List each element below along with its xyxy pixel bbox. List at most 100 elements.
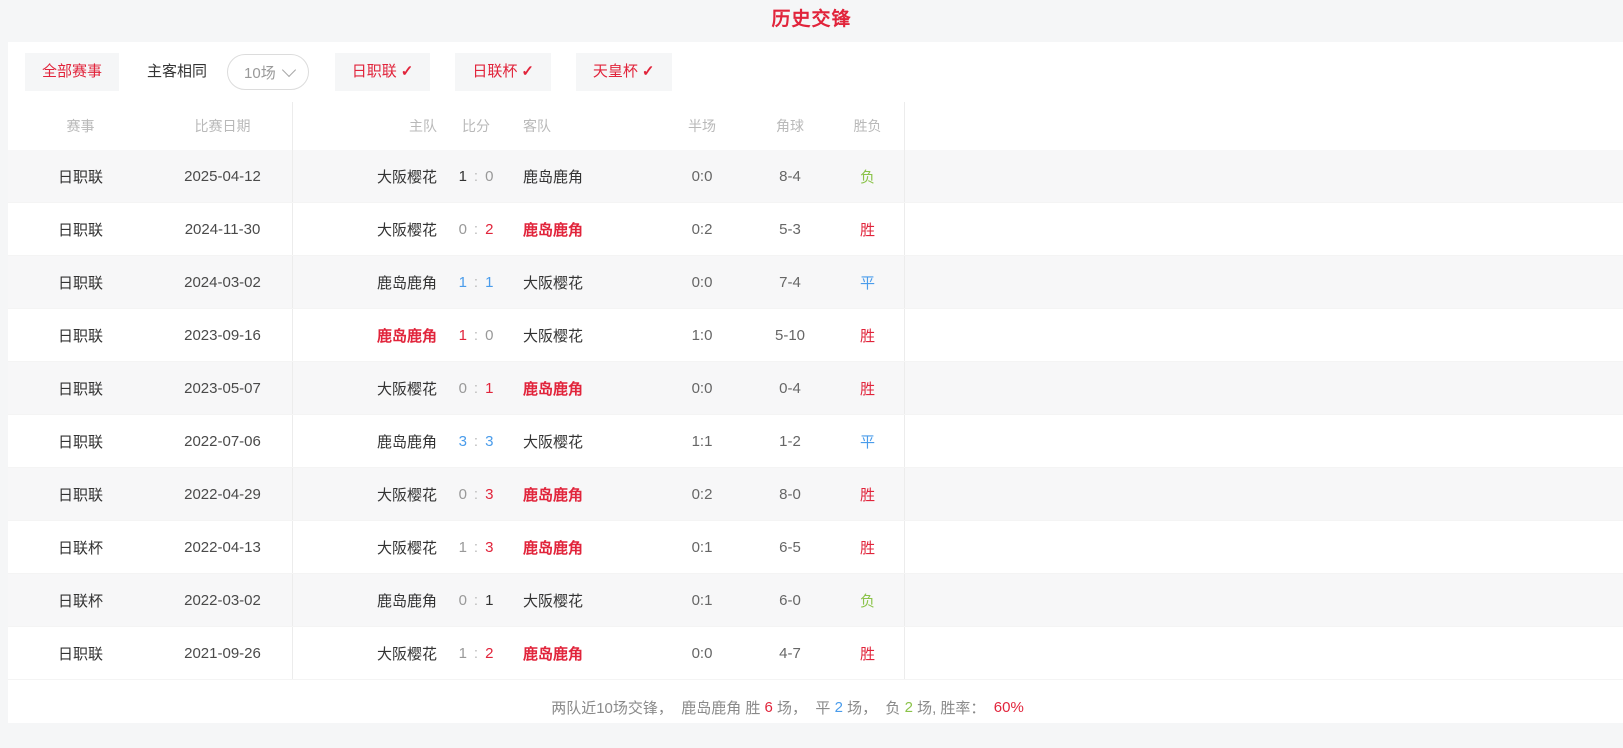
score-colon: :: [473, 538, 479, 556]
home-score: 0: [458, 220, 467, 238]
cell-corners: 6-5: [779, 538, 801, 556]
cell-half-score: 1:0: [691, 326, 713, 344]
league-filter-button[interactable]: 天皇杯 ✓: [575, 53, 672, 91]
away-score: 0: [485, 167, 494, 185]
home-score: 1: [458, 644, 467, 662]
cell-date-wrap: 2023-09-16: [153, 309, 293, 361]
cell-home-team: 大阪樱花: [376, 380, 437, 398]
match-count-value: 10场: [244, 64, 276, 82]
away-score: 3: [485, 485, 494, 503]
cell-score: 1 : 0: [437, 168, 515, 185]
chevron-down-icon: [281, 62, 296, 78]
cell-half-score: 0:0: [691, 644, 713, 662]
cell-score: 1 : 0: [437, 327, 515, 344]
home-score: 1: [458, 273, 467, 291]
cell-away-team: 鹿岛鹿角: [523, 486, 584, 504]
table-row: 日联杯 2022-04-13 大阪樱花 1 : 3 鹿岛鹿角 0:1 6-5 胜: [8, 521, 1623, 574]
cell-result: 胜: [859, 486, 875, 504]
cell-corners: 5-10: [774, 326, 806, 344]
cell-result-wrap: 平: [831, 256, 905, 308]
cell-date-wrap: 2022-03-02: [153, 574, 293, 626]
cell-date: 2025-04-12: [184, 167, 261, 185]
away-score: 2: [485, 644, 494, 662]
cell-result: 负: [859, 168, 875, 186]
league-filter-button[interactable]: 日职联 ✓: [334, 53, 431, 91]
cell-score: 0 : 2: [437, 221, 515, 238]
cell-home-team: 大阪樱花: [376, 168, 437, 186]
cell-date: 2022-03-02: [184, 591, 261, 609]
cell-result-wrap: 胜: [831, 362, 905, 414]
home-score: 0: [458, 485, 467, 503]
cell-home-team: 鹿岛鹿角: [376, 592, 437, 610]
away-score: 1: [485, 273, 494, 291]
header-half: 半场: [688, 118, 716, 134]
check-icon: ✓: [641, 63, 655, 80]
cell-result-wrap: 平: [831, 415, 905, 467]
cell-league: 日职联: [57, 380, 103, 398]
cell-score: 0 : 1: [437, 380, 515, 397]
cell-home-team: 鹿岛鹿角: [376, 327, 437, 345]
league-filter-label: 日职联: [351, 63, 397, 80]
cell-corners: 5-3: [779, 220, 801, 238]
cell-league: 日职联: [57, 168, 103, 186]
score-colon: :: [473, 326, 479, 344]
cell-league: 日职联: [57, 221, 103, 239]
cell-corners: 6-0: [779, 591, 801, 609]
header-corners: 角球: [776, 118, 804, 134]
header-date-wrap: 比赛日期: [153, 102, 293, 150]
cell-corners: 0-4: [779, 379, 801, 397]
cell-away-team: 鹿岛鹿角: [523, 380, 584, 398]
cell-half-score: 1:1: [691, 432, 713, 450]
cell-date: 2023-09-16: [184, 326, 261, 344]
cell-date-wrap: 2025-04-12: [153, 150, 293, 202]
summary-segment: 两队近10场交锋， 鹿岛鹿角 胜: [551, 699, 765, 717]
cell-date: 2023-05-07: [184, 379, 261, 397]
cell-result-wrap: 胜: [831, 203, 905, 255]
cell-half-score: 0:1: [691, 538, 713, 556]
score-colon: :: [473, 273, 479, 291]
cell-away-team: 大阪樱花: [523, 327, 584, 345]
home-score: 3: [458, 432, 467, 450]
cell-result-wrap: 胜: [831, 468, 905, 520]
cell-date-wrap: 2024-03-02: [153, 256, 293, 308]
table-body: 日职联 2025-04-12 大阪樱花 1 : 0 鹿岛鹿角 0:0 8-4 负…: [8, 150, 1623, 680]
away-score: 1: [485, 379, 494, 397]
league-filter-button[interactable]: 日联杯 ✓: [455, 53, 551, 91]
table-row: 日职联 2023-05-07 大阪樱花 0 : 1 鹿岛鹿角 0:0 0-4 胜: [8, 362, 1623, 415]
history-card: 全部赛事 主客相同 10场 日职联 ✓ 日联杯 ✓ 天皇杯 ✓ 赛事 比赛日期 主队 比分…: [8, 42, 1623, 723]
header-result-wrap: 胜负: [831, 102, 905, 150]
table-header: 赛事 比赛日期 主队 比分 客队 半场 角球 胜负: [8, 102, 1623, 150]
cell-date: 2022-07-06: [184, 432, 261, 450]
filter-bar: 全部赛事 主客相同 10场 日职联 ✓ 日联杯 ✓ 天皇杯 ✓: [8, 42, 1623, 102]
table-row: 日职联 2025-04-12 大阪樱花 1 : 0 鹿岛鹿角 0:0 8-4 负: [8, 150, 1623, 203]
cell-league: 日职联: [57, 645, 103, 663]
cell-result: 平: [859, 274, 875, 292]
cell-score: 1 : 2: [437, 645, 515, 662]
cell-home-team: 鹿岛鹿角: [376, 433, 437, 451]
score-colon: :: [473, 644, 479, 662]
home-score: 0: [458, 591, 467, 609]
cell-league: 日联杯: [57, 592, 103, 610]
cell-half-score: 0:2: [691, 220, 713, 238]
league-filter-group: 日职联 ✓ 日联杯 ✓ 天皇杯 ✓: [334, 53, 697, 91]
header-score: 比分: [462, 118, 490, 134]
cell-away-team: 大阪樱花: [523, 274, 584, 292]
cell-away-team: 鹿岛鹿角: [523, 645, 584, 663]
cell-half-score: 0:2: [691, 485, 713, 503]
home-score: 1: [458, 326, 467, 344]
cell-league: 日联杯: [57, 539, 103, 557]
cell-home-team: 大阪樱花: [376, 539, 437, 557]
cell-league: 日职联: [57, 486, 103, 504]
away-score: 0: [485, 326, 494, 344]
home-score: 1: [458, 538, 467, 556]
filter-all-matches-button[interactable]: 全部赛事: [25, 53, 120, 91]
cell-date: 2024-03-02: [184, 273, 261, 291]
check-icon: ✓: [521, 63, 534, 80]
filter-same-venue-toggle[interactable]: 主客相同: [147, 63, 208, 80]
summary-segment: 2: [904, 698, 913, 716]
league-filter-label: 日联杯: [472, 63, 518, 80]
cell-away-team: 大阪樱花: [523, 592, 584, 610]
match-count-select[interactable]: 10场: [227, 54, 309, 90]
cell-result: 胜: [859, 645, 875, 663]
cell-date: 2021-09-26: [184, 644, 261, 662]
